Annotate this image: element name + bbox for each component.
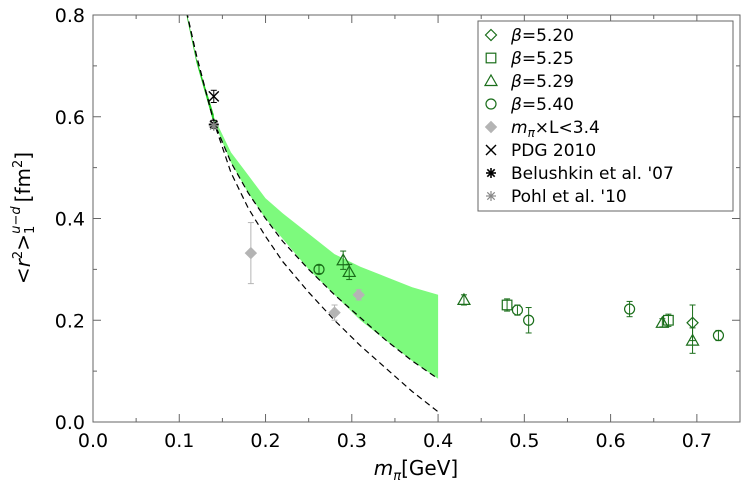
point-5-40-0	[313, 263, 325, 275]
point-5-40-4	[712, 329, 725, 342]
legend-marker-5	[485, 144, 497, 156]
point-5-40-2-errorbar	[525, 307, 532, 334]
point-5-25-1	[662, 314, 674, 326]
point-5-29-4-errorbar	[689, 327, 696, 354]
point-exp-pohl-et-al-10	[208, 120, 219, 131]
y-tick-label-1: 0.2	[55, 310, 85, 332]
legend-marker-1	[485, 52, 497, 64]
point-5-25-0	[501, 299, 513, 311]
legend-label-beta-525: β=5.25	[510, 49, 574, 69]
point-m-l-3-4-1	[328, 306, 341, 319]
legend-label-belushkin: Belushkin et al. '07	[511, 164, 674, 184]
legend-marker-6	[486, 168, 496, 178]
x-tick-label-0: 0.0	[78, 430, 108, 452]
legend-marker-2	[483, 73, 499, 87]
point-5-29-2	[456, 292, 471, 305]
legend-box	[477, 20, 734, 212]
point-5-29-4	[685, 333, 700, 346]
fit-band-layer	[186, 15, 439, 379]
legend-label-beta-540: β=5.40	[510, 95, 574, 115]
x-tick-label-5: 0.5	[509, 430, 539, 452]
point-5-40-3	[623, 303, 636, 315]
legend-marker-6-stroke-3	[486, 168, 496, 178]
x-tick-label-7: 0.7	[682, 430, 712, 452]
legend-marker-3	[485, 98, 497, 110]
dashed-curve-layer	[186, 15, 439, 413]
y-tick-label-0: 0.0	[55, 412, 85, 434]
point-exp-pohl-et-al-10-stroke-3	[209, 121, 218, 131]
x-axis-label: mπ[GeV]	[374, 456, 458, 484]
legend-label-beta-529: β=5.29	[510, 72, 574, 92]
legend-marker-5-stroke-b	[485, 144, 497, 156]
legend-label-finite-volume: mπ×L<3.4	[511, 118, 600, 140]
legend-label-beta-520: β=5.20	[510, 26, 574, 46]
legend-label-pdg: PDG 2010	[511, 141, 596, 161]
x-tick-label-2: 0.2	[250, 430, 280, 452]
legend: β=5.20 β=5.25 β=5.29 β=5.40 mπ×L<3.4 PDG…	[477, 20, 734, 212]
point-m-l-3-4-2	[352, 288, 365, 302]
fit-band-narrow	[186, 15, 214, 124]
point-5-25-0-errorbar	[504, 298, 511, 312]
point-5-29-1	[342, 264, 357, 278]
legend-marker-7	[486, 191, 496, 201]
y-axis-label: <r2>1u−d[fm2]	[9, 152, 38, 284]
point-5-40-1	[511, 304, 524, 316]
data-points-layer	[208, 89, 725, 354]
x-tick-label-6: 0.6	[595, 430, 625, 452]
x-tick-label-3: 0.3	[337, 430, 367, 452]
legend-marker-7-stroke-3	[486, 191, 496, 201]
x-tick-label-1: 0.1	[164, 430, 194, 452]
point-exp-pdg-2010	[208, 90, 220, 102]
dashed-curve-0	[186, 15, 439, 413]
point-5-29-3	[655, 315, 670, 328]
legend-marker-0	[484, 28, 498, 42]
y-tick-label-3: 0.6	[55, 107, 85, 129]
legend-label-pohl: Pohl et al. '10	[511, 187, 627, 207]
y-tick-label-4: 0.8	[55, 5, 85, 27]
legend-marker-4	[484, 120, 498, 134]
point-5-29-0	[336, 253, 351, 266]
fit-band	[186, 15, 439, 379]
point-exp-pdg-2010-stroke-b	[208, 90, 220, 102]
axis-ticks: 0.0 0.1 0.2 0.3 0.4 0.5 0.6 0.7 0.0 0.2 0.4 0.6 0.8	[55, 5, 741, 452]
point-5-40-2	[523, 314, 535, 326]
legend-markers	[483, 28, 499, 201]
point-m-l-3-4-0	[244, 246, 258, 260]
y-tick-label-2: 0.4	[55, 209, 85, 231]
x-tick-label-4: 0.4	[423, 430, 453, 452]
